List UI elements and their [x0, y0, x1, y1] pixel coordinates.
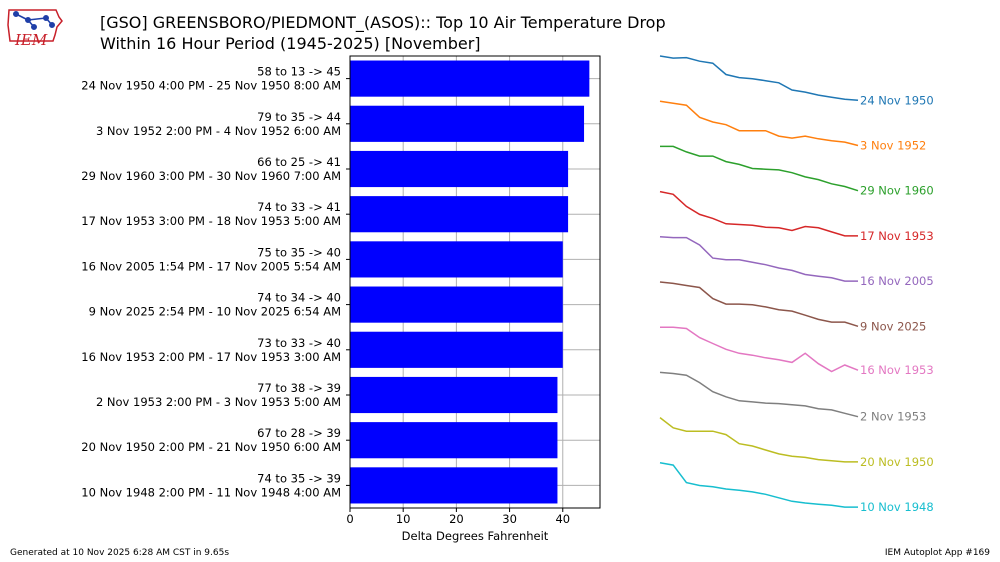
plot-frame	[349, 55, 601, 509]
sparkline-label: 17 Nov 1953	[860, 229, 934, 243]
sparklines: 24 Nov 1950 3 Nov 1952 29 Nov 1960 17 Nov 1…	[659, 55, 934, 514]
x-tick-label: 30	[502, 512, 517, 526]
sparkline	[660, 326, 859, 373]
footer-generated: Generated at 10 Nov 2025 6:28 AM CST in …	[10, 548, 230, 558]
y-tick-label-delta: 66 to 25 -> 41	[257, 155, 341, 169]
bar	[350, 105, 585, 142]
bar	[350, 60, 590, 97]
y-tick-label-period: 2 Nov 1953 2:00 PM - 3 Nov 1953 5:00 AM	[96, 395, 341, 409]
y-tick-label-period: 10 Nov 1948 2:00 PM - 11 Nov 1948 4:00 A…	[81, 485, 341, 499]
y-tick-label-period: 17 Nov 1953 3:00 PM - 18 Nov 1953 5:00 A…	[81, 214, 341, 228]
y-tick-label-delta: 73 to 33 -> 40	[257, 336, 341, 350]
sparkline	[660, 145, 859, 192]
bar	[350, 196, 569, 233]
y-tick-label-period: 24 Nov 1950 4:00 PM - 25 Nov 1950 8:00 A…	[81, 79, 341, 93]
sparkline	[659, 371, 859, 418]
x-axis-label: Delta Degrees Fahrenheit	[402, 529, 549, 543]
bar	[350, 376, 558, 414]
y-tick-label-period: 29 Nov 1960 3:00 PM - 30 Nov 1960 7:00 A…	[81, 169, 341, 183]
bar	[350, 331, 563, 368]
sparkline-label: 20 Nov 1950	[860, 455, 934, 469]
bar	[350, 150, 569, 188]
y-tick-label-period: 3 Nov 1952 2:00 PM - 4 Nov 1952 6:00 AM	[96, 124, 341, 138]
sparkline-label: 2 Nov 1953	[860, 410, 926, 424]
y-tick-label-delta: 67 to 28 -> 39	[257, 426, 341, 440]
y-tick-label-delta: 74 to 35 -> 39	[257, 471, 341, 485]
sparkline-label: 16 Nov 1953	[860, 363, 934, 377]
x-tick-label: 40	[555, 512, 570, 526]
y-tick-label-period: 20 Nov 1950 2:00 PM - 21 Nov 1950 6:00 A…	[81, 440, 341, 454]
footer-app: IEM Autoplot App #169	[884, 548, 990, 558]
y-tick-label-delta: 74 to 34 -> 40	[257, 291, 341, 305]
sparkline	[659, 281, 859, 328]
sparkline	[659, 236, 858, 282]
iem-logo: IEM	[7, 9, 63, 49]
y-tick-label-period: 16 Nov 2005 1:54 PM - 17 Nov 2005 5:54 A…	[81, 259, 341, 273]
sparkline	[659, 462, 858, 508]
bar	[350, 286, 563, 323]
y-tick-label-delta: 58 to 13 -> 45	[257, 65, 341, 79]
sparkline	[659, 55, 859, 102]
x-tick-label: 10	[396, 512, 411, 526]
x-tick-label: 20	[449, 512, 464, 526]
sparkline-label: 10 Nov 1948	[860, 500, 934, 514]
y-tick-label-delta: 74 to 33 -> 41	[257, 200, 341, 214]
sparkline-label: 29 Nov 1960	[860, 184, 934, 198]
x-tick-label: 0	[346, 512, 353, 526]
sparkline	[659, 190, 858, 237]
network-icon	[13, 11, 55, 30]
y-tick-label-delta: 79 to 35 -> 44	[257, 110, 341, 124]
sparkline-label: 16 Nov 2005	[860, 274, 934, 288]
bar	[350, 422, 558, 459]
sparkline	[659, 417, 858, 463]
chart-title: [GSO] GREENSBORO/PIEDMONT_(ASOS):: Top 1…	[100, 12, 666, 54]
x-ticks: 0 10 20 30 40	[346, 508, 570, 526]
bar	[350, 241, 563, 278]
bars	[350, 60, 590, 504]
y-tick-label-delta: 77 to 38 -> 39	[257, 381, 341, 395]
y-tick-label-period: 9 Nov 2025 2:54 PM - 10 Nov 2025 6:54 AM	[89, 305, 341, 319]
chart-title-line1: [GSO] GREENSBORO/PIEDMONT_(ASOS):: Top 1…	[100, 13, 666, 32]
y-tick-label-delta: 75 to 35 -> 40	[257, 245, 341, 259]
chart-title-line2: Within 16 Hour Period (1945-2025) [Novem…	[100, 34, 481, 53]
sparkline-label: 9 Nov 2025	[860, 319, 926, 333]
sparkline	[659, 100, 859, 147]
sparkline-label: 24 Nov 1950	[860, 93, 934, 107]
logo-text: IEM	[14, 31, 48, 49]
bar	[350, 467, 558, 504]
sparkline-label: 3 Nov 1952	[860, 138, 926, 152]
y-tick-label-period: 16 Nov 1953 2:00 PM - 17 Nov 1953 3:00 A…	[81, 350, 341, 364]
